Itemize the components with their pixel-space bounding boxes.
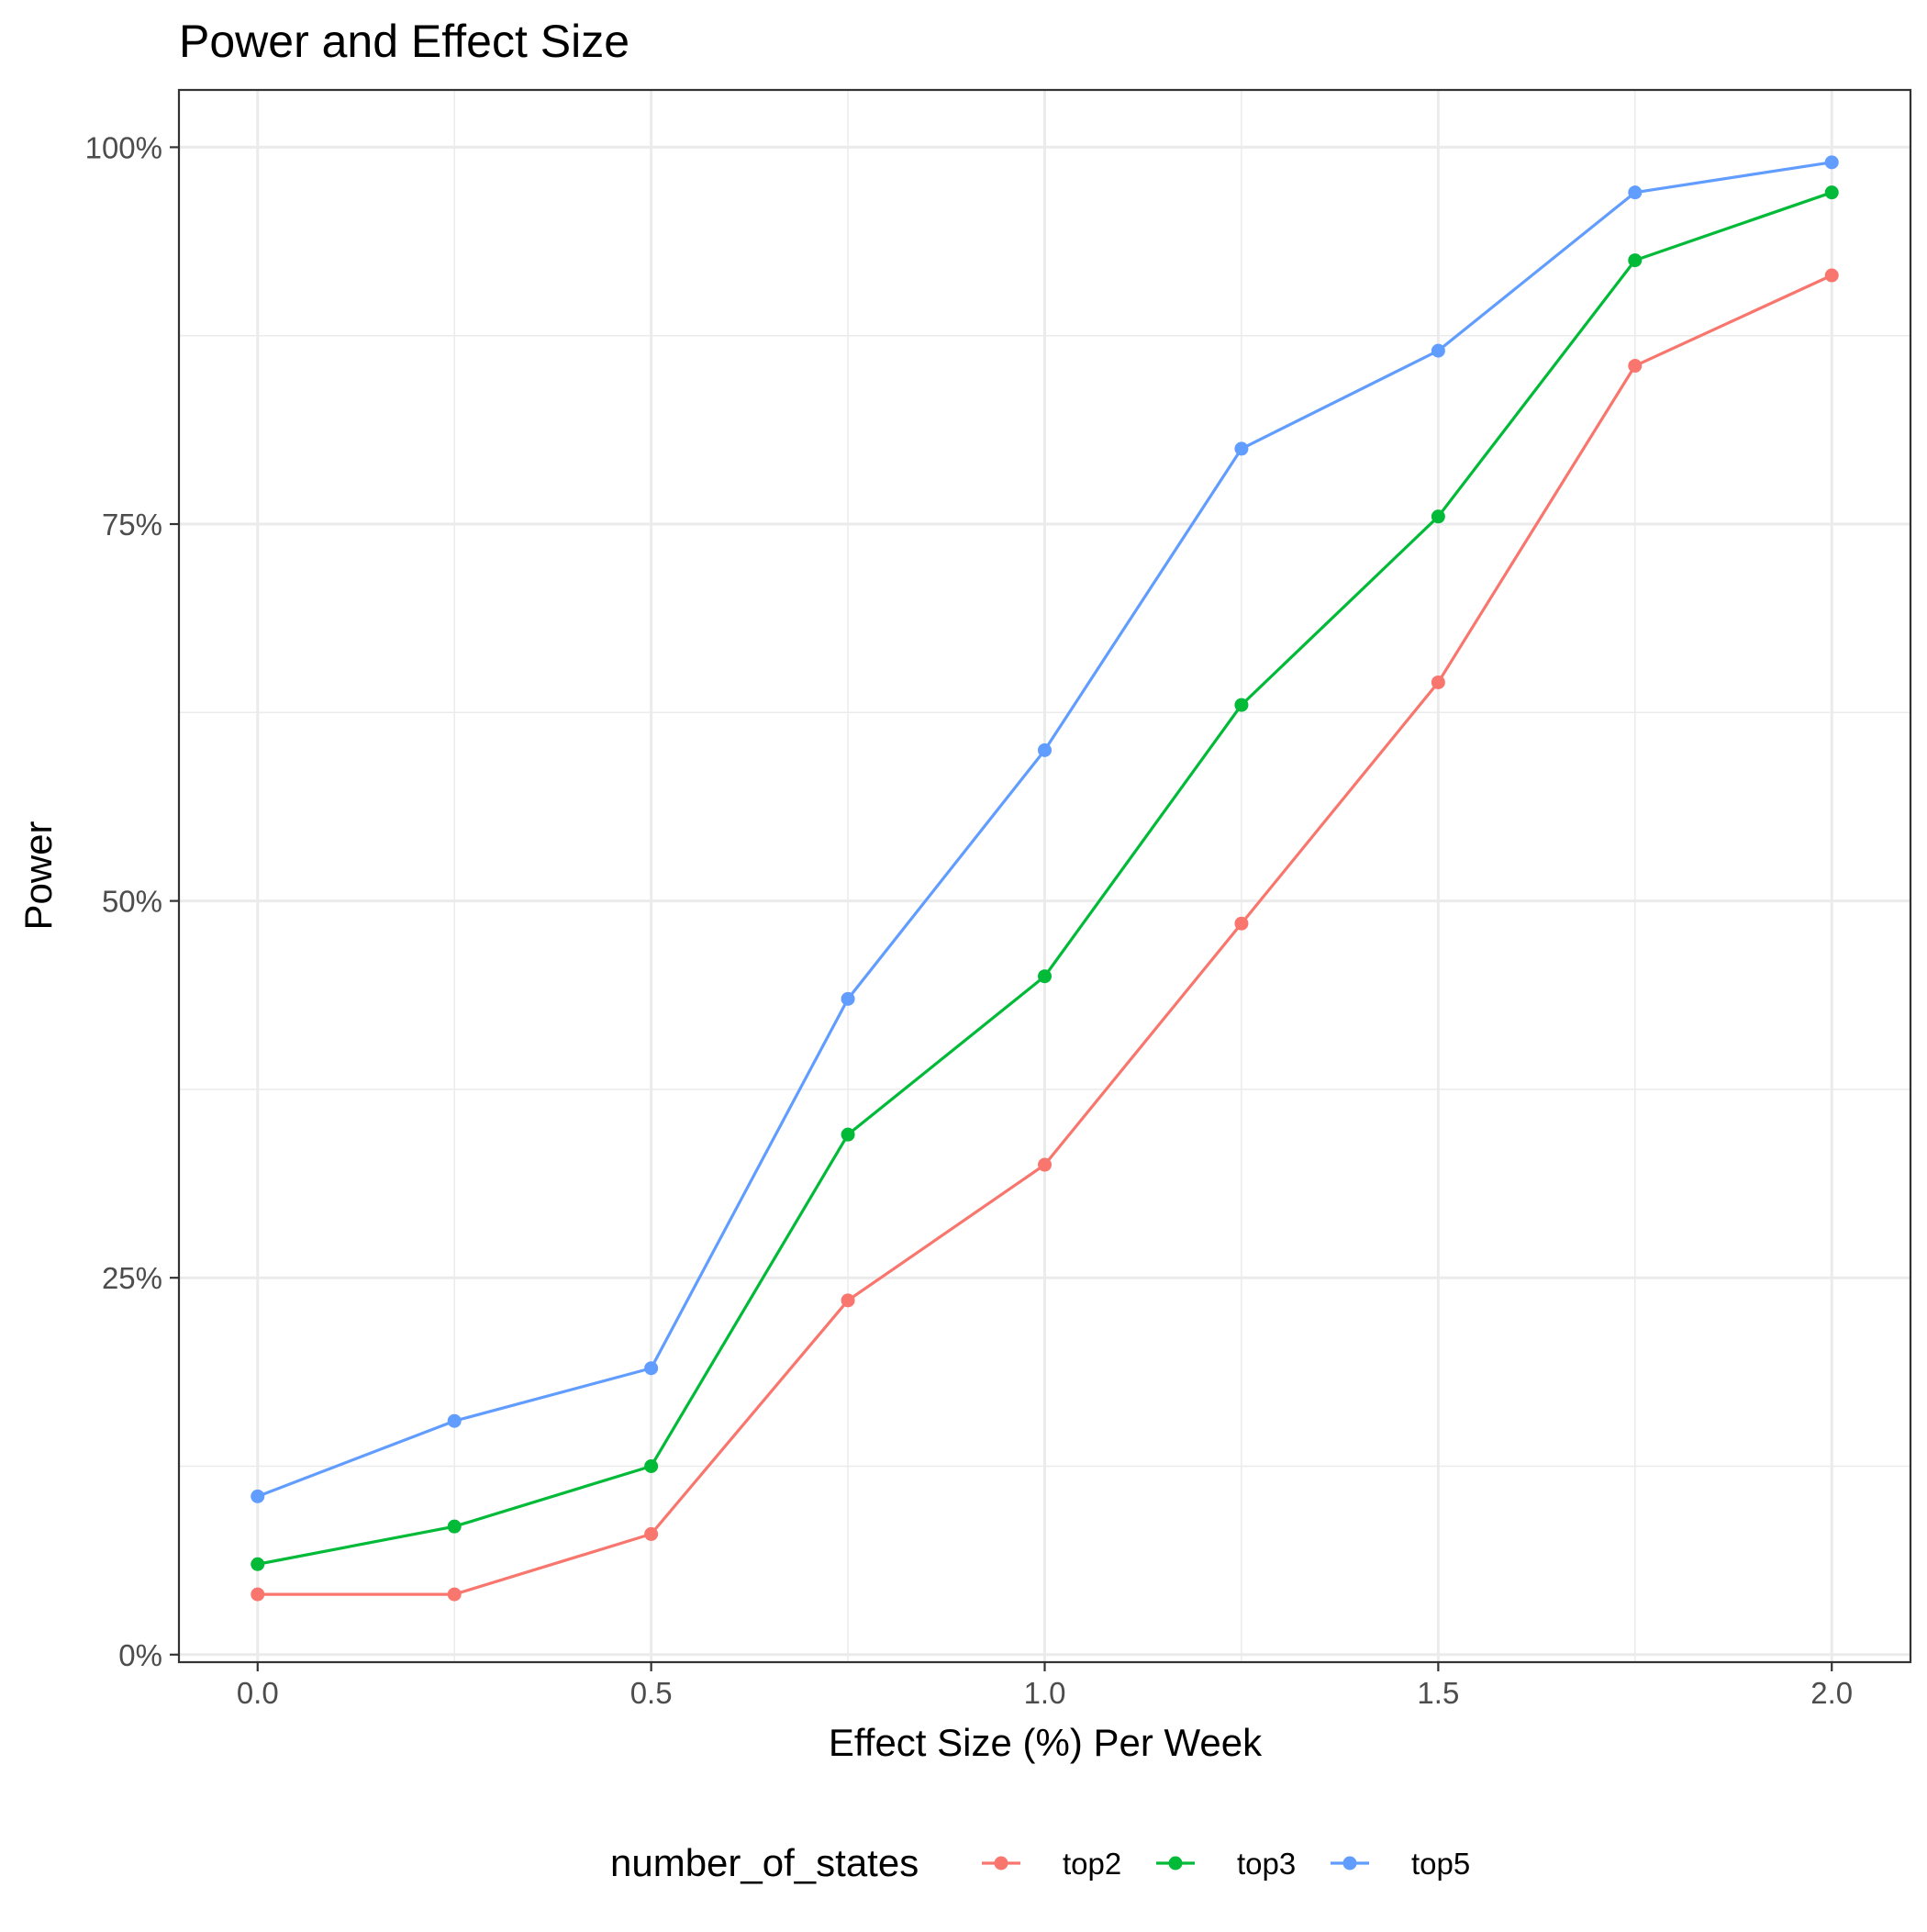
data-point-top2	[1824, 268, 1839, 283]
data-point-top2	[1628, 359, 1643, 374]
data-point-top3	[644, 1458, 659, 1473]
data-point-top5	[447, 1413, 462, 1428]
legend: number_of_states top2 top3 top5	[610, 1841, 1470, 1884]
chart-title: Power and Effect Size	[179, 16, 629, 67]
data-point-top3	[1824, 185, 1839, 200]
y-tick-label: 25%	[102, 1261, 162, 1295]
data-point-top2	[841, 1293, 855, 1308]
legend-label-top2: top2	[1063, 1847, 1121, 1881]
data-point-top3	[447, 1519, 462, 1534]
data-point-top2	[1234, 916, 1249, 931]
data-point-top5	[1824, 155, 1839, 170]
x-tick-label: 0.0	[237, 1676, 279, 1710]
y-tick-label: 100%	[85, 130, 162, 164]
legend-title: number_of_states	[610, 1841, 919, 1884]
data-point-top5	[251, 1489, 265, 1503]
x-tick-label: 1.5	[1417, 1676, 1459, 1710]
x-tick-label: 1.0	[1024, 1676, 1066, 1710]
data-point-top2	[1431, 675, 1445, 689]
legend-key-point-top5	[1342, 1856, 1357, 1871]
data-point-top2	[1038, 1157, 1052, 1172]
data-point-top2	[644, 1526, 659, 1541]
y-axis-title: Power	[17, 821, 60, 930]
x-tick-label: 2.0	[1810, 1676, 1853, 1710]
legend-key-point-top3	[1168, 1856, 1183, 1871]
y-tick-label: 50%	[102, 885, 162, 919]
x-axis-title: Effect Size (%) Per Week	[829, 1721, 1263, 1764]
data-point-top3	[251, 1557, 265, 1571]
data-point-top5	[1431, 343, 1445, 358]
legend-label-top3: top3	[1237, 1847, 1296, 1881]
data-point-top3	[841, 1127, 855, 1142]
data-point-top3	[1234, 698, 1249, 712]
data-point-top2	[447, 1587, 462, 1602]
data-point-top5	[1234, 441, 1249, 456]
data-point-top5	[841, 991, 855, 1006]
data-point-top3	[1628, 253, 1643, 268]
legend-key-point-top2	[994, 1856, 1008, 1871]
data-point-top5	[1628, 185, 1643, 200]
data-point-top3	[1431, 509, 1445, 524]
legend-label-top5: top5	[1411, 1847, 1470, 1881]
data-point-top3	[1038, 969, 1052, 984]
x-tick-label: 0.5	[630, 1676, 673, 1710]
data-point-top5	[644, 1361, 659, 1376]
data-point-top5	[1038, 743, 1052, 757]
y-tick-label: 0%	[118, 1638, 162, 1672]
data-point-top2	[251, 1587, 265, 1602]
y-tick-label: 75%	[102, 508, 162, 542]
